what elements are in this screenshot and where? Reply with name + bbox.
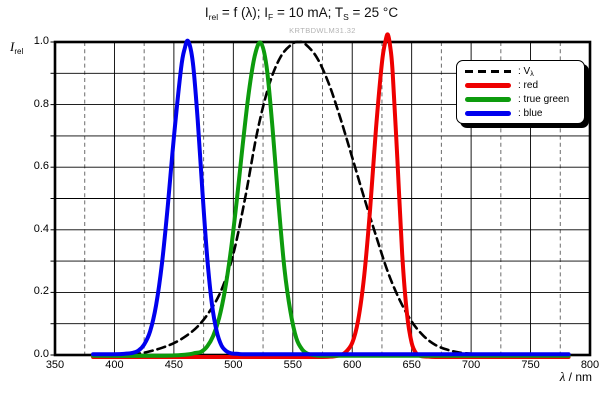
y-tick-label: 1.0 <box>33 35 49 47</box>
y-tick-label: 0.6 <box>33 160 49 173</box>
legend-item-true-green: : true green <box>465 92 580 106</box>
y-tick-label: 0.2 <box>33 285 49 298</box>
y-tick-label: 0.0 <box>33 348 49 360</box>
x-tick-label: 800 <box>580 359 600 371</box>
x-tick-label: 500 <box>224 359 243 371</box>
legend-item-red: : red <box>465 78 580 92</box>
x-axis-label: λ / nm <box>559 369 592 384</box>
y-axis-label: Irel <box>10 39 24 56</box>
x-tick-label: 600 <box>343 359 362 371</box>
legend-label-true-green: : true green <box>518 93 570 105</box>
x-tick-label: 350 <box>45 359 65 371</box>
legend-line-sample-blue <box>465 110 511 116</box>
x-tick-label: 750 <box>521 359 540 371</box>
legend-label-blue: : blue <box>518 107 543 119</box>
legend-line-sample-red <box>465 82 511 88</box>
y-tick-label: 0.4 <box>33 222 49 235</box>
series-blue <box>91 38 571 357</box>
legend-line-sample-vlambda <box>465 69 511 73</box>
y-tick-label: 0.8 <box>33 97 49 110</box>
legend: : Vλ: red : true green : blue <box>456 60 585 124</box>
x-tick-label: 550 <box>283 359 302 371</box>
legend-line-sample-true-green <box>465 96 511 102</box>
legend-item-vlambda: : Vλ <box>465 64 580 78</box>
x-tick-label: 650 <box>402 359 421 371</box>
x-tick-label: 700 <box>461 359 481 371</box>
legend-label-vlambda: : Vλ <box>518 65 534 78</box>
legend-item-blue: : blue <box>465 106 580 120</box>
x-tick-label: 450 <box>164 359 184 371</box>
legend-label-red: : red <box>518 79 539 91</box>
x-tick-label: 400 <box>105 359 124 371</box>
chart-title: Irel = f (λ); IF = 10 mA; TS = 25 °C <box>204 5 399 22</box>
watermark: KRTBDWLM31.32 <box>289 26 356 35</box>
